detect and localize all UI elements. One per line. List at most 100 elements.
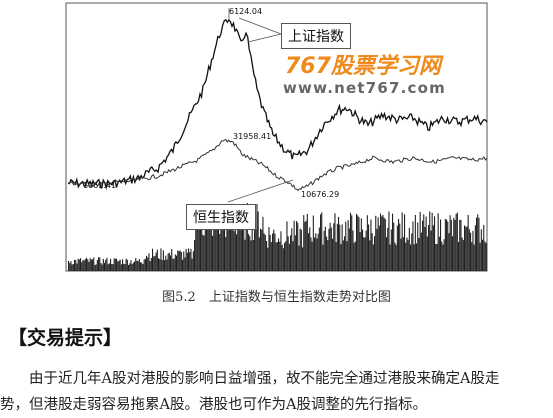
volume-bar [474,225,476,271]
volume-bar [232,216,234,271]
volume-bar [183,251,185,271]
volume-bar [352,230,354,271]
volume-bar [461,237,463,271]
volume-bar [144,258,146,271]
volume-bar [221,229,223,271]
volume-bar [174,254,176,271]
volume-bar [318,227,320,271]
volume-bar [374,236,376,271]
hang-seng-index-callout: 恒生指数 [186,204,256,230]
volume-bar [195,227,197,271]
volume-bar [425,216,427,271]
volume-bar [123,263,125,271]
volume-bar [437,213,439,271]
volume-bar [454,220,456,271]
volume-bar [107,264,109,271]
volume-bar [347,220,349,271]
volume-bar [200,218,202,271]
volume-bar [432,225,434,271]
volume-bar [366,215,368,271]
volume-bar [335,242,337,271]
volume-bar [204,229,206,271]
volume-bar [309,227,311,271]
volume-bar [426,236,428,271]
volume-bar [483,224,485,271]
volume-bar [106,257,108,271]
volume-bar [190,248,192,271]
volume-bar [82,259,84,271]
volume-bar [323,230,325,271]
volume-bar [110,258,112,271]
volume-bar [460,219,462,271]
volume-bar [413,244,415,271]
volume-bar [340,244,342,271]
volume-bar [381,216,383,271]
volume-bar [94,265,96,271]
volume-bar [213,207,215,271]
volume-bar [108,263,110,271]
volume-bar [147,257,149,271]
volume-bar [305,220,307,271]
figure-caption: 图5.2 上证指数与恒生指数走势对比图 [162,290,391,305]
volume-bar [158,258,160,271]
volume-bar [180,252,182,271]
hsi-low-label: 10676.29 [301,190,339,199]
volume-bar [456,212,458,271]
volume-bars [68,203,487,271]
volume-bar [297,222,299,271]
volume-bar [130,260,132,271]
volume-bar [276,242,278,271]
volume-bar [152,248,154,271]
volume-bar [237,221,239,271]
volume-bar [134,261,136,271]
volume-bar [416,243,418,271]
volume-bar [372,244,374,271]
volume-bar [382,215,384,271]
volume-bar [360,218,362,271]
volume-bar [327,240,329,271]
volume-bar [400,238,402,271]
volume-bar [102,258,104,271]
volume-bar [122,259,124,271]
volume-bar [443,239,445,271]
volume-bar [270,242,272,271]
volume-bar [468,229,470,271]
volume-bar [464,225,466,271]
volume-bar [370,219,372,271]
volume-bar [262,216,264,271]
volume-bar [315,233,317,271]
volume-bar [419,211,421,271]
volume-bar [279,241,281,271]
volume-bar [126,259,128,271]
volume-bar [453,217,455,271]
volume-bar [72,264,74,271]
volume-bar [78,259,80,271]
volume-bar [442,244,444,271]
index-comparison-chart: 6124.04 31958.41 10676.29 1061.41 上证指数 恒… [63,0,490,274]
volume-bar [118,260,120,271]
volume-bar [358,217,360,271]
volume-bar [120,264,122,271]
volume-bar [341,224,343,271]
volume-bar [170,255,172,271]
volume-bar [267,247,269,271]
volume-bar [171,249,173,271]
volume-bar [260,228,262,271]
volume-bar [146,255,148,271]
volume-bar [210,214,212,271]
volume-bar [111,264,113,271]
volume-bar [266,241,268,271]
volume-bar [354,241,356,271]
volume-bar [90,259,92,271]
volume-bar [339,224,341,271]
volume-bar [375,215,377,271]
volume-bar [473,244,475,271]
volume-bar [294,235,296,271]
volume-bar [141,262,143,271]
volume-bar [208,210,210,271]
volume-bar [196,218,198,271]
volume-bar [251,210,253,271]
volume-bar [142,264,144,271]
volume-bar [188,248,190,271]
volume-bar [182,259,184,271]
